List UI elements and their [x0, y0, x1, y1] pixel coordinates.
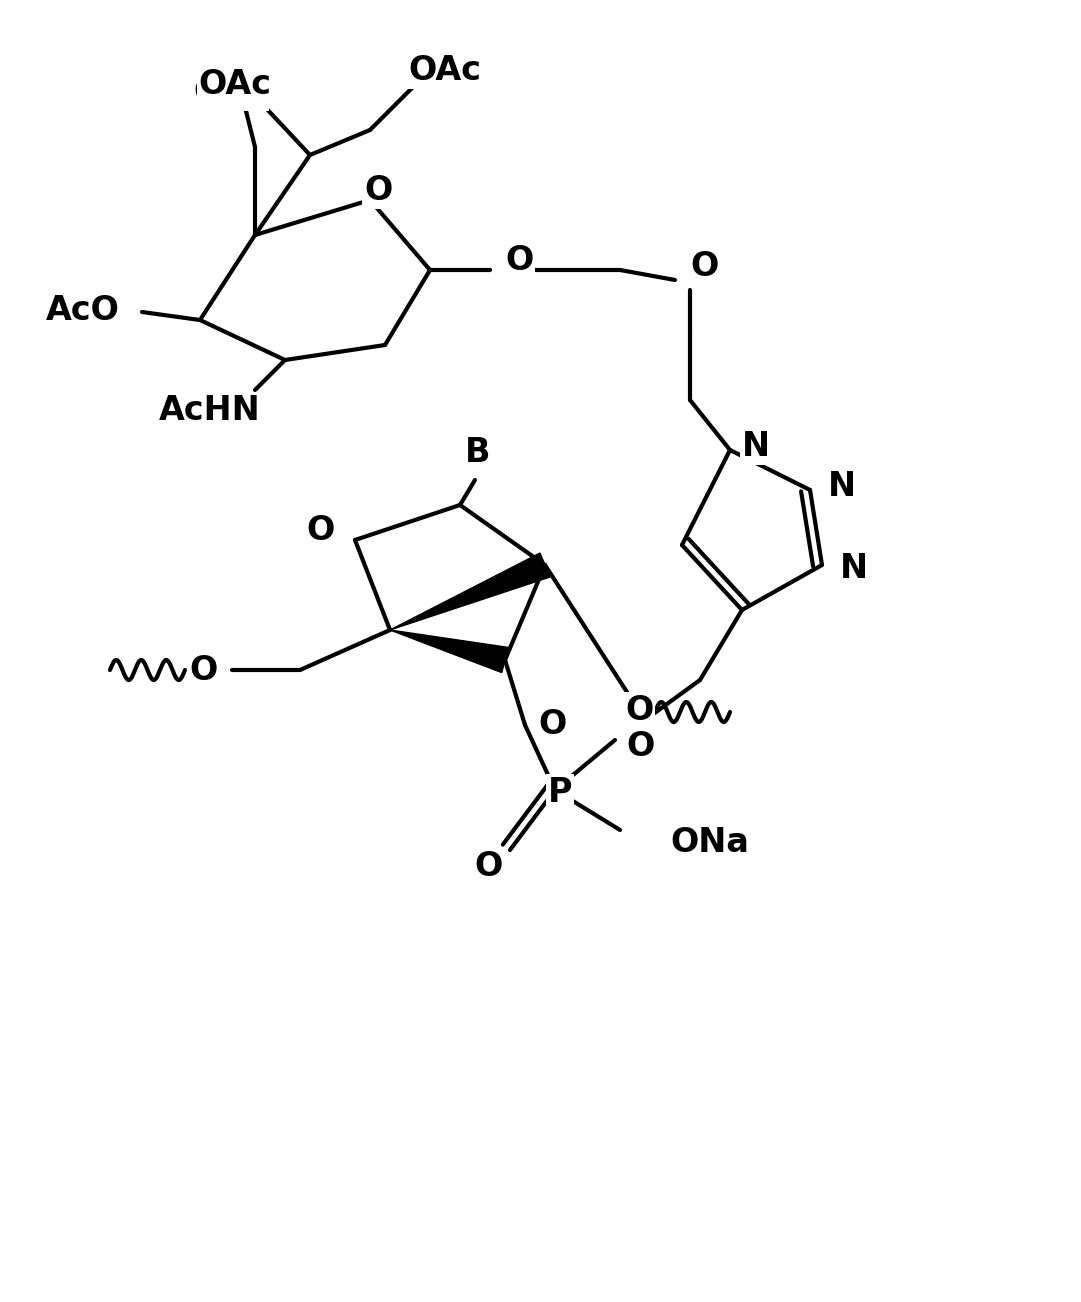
Text: N: N — [742, 430, 770, 462]
Text: N: N — [828, 470, 856, 503]
Text: AcO: AcO — [46, 293, 120, 327]
Text: O: O — [190, 654, 218, 686]
Text: O: O — [473, 850, 503, 884]
Text: O: O — [505, 243, 533, 276]
Text: ONa: ONa — [670, 825, 749, 858]
Text: O: O — [625, 694, 653, 727]
Polygon shape — [390, 553, 550, 630]
Text: O: O — [626, 730, 654, 763]
Text: B: B — [465, 435, 491, 469]
Text: AcHN: AcHN — [159, 393, 261, 427]
Text: OAc: OAc — [193, 76, 267, 108]
Text: N: N — [840, 552, 868, 586]
Text: O: O — [538, 708, 566, 742]
Text: O: O — [364, 173, 392, 207]
Text: OAc: OAc — [409, 53, 481, 86]
Polygon shape — [390, 630, 508, 673]
Text: O: O — [690, 250, 718, 284]
Text: OAc: OAc — [199, 69, 271, 102]
Text: P: P — [548, 776, 572, 809]
Text: O: O — [307, 513, 335, 547]
